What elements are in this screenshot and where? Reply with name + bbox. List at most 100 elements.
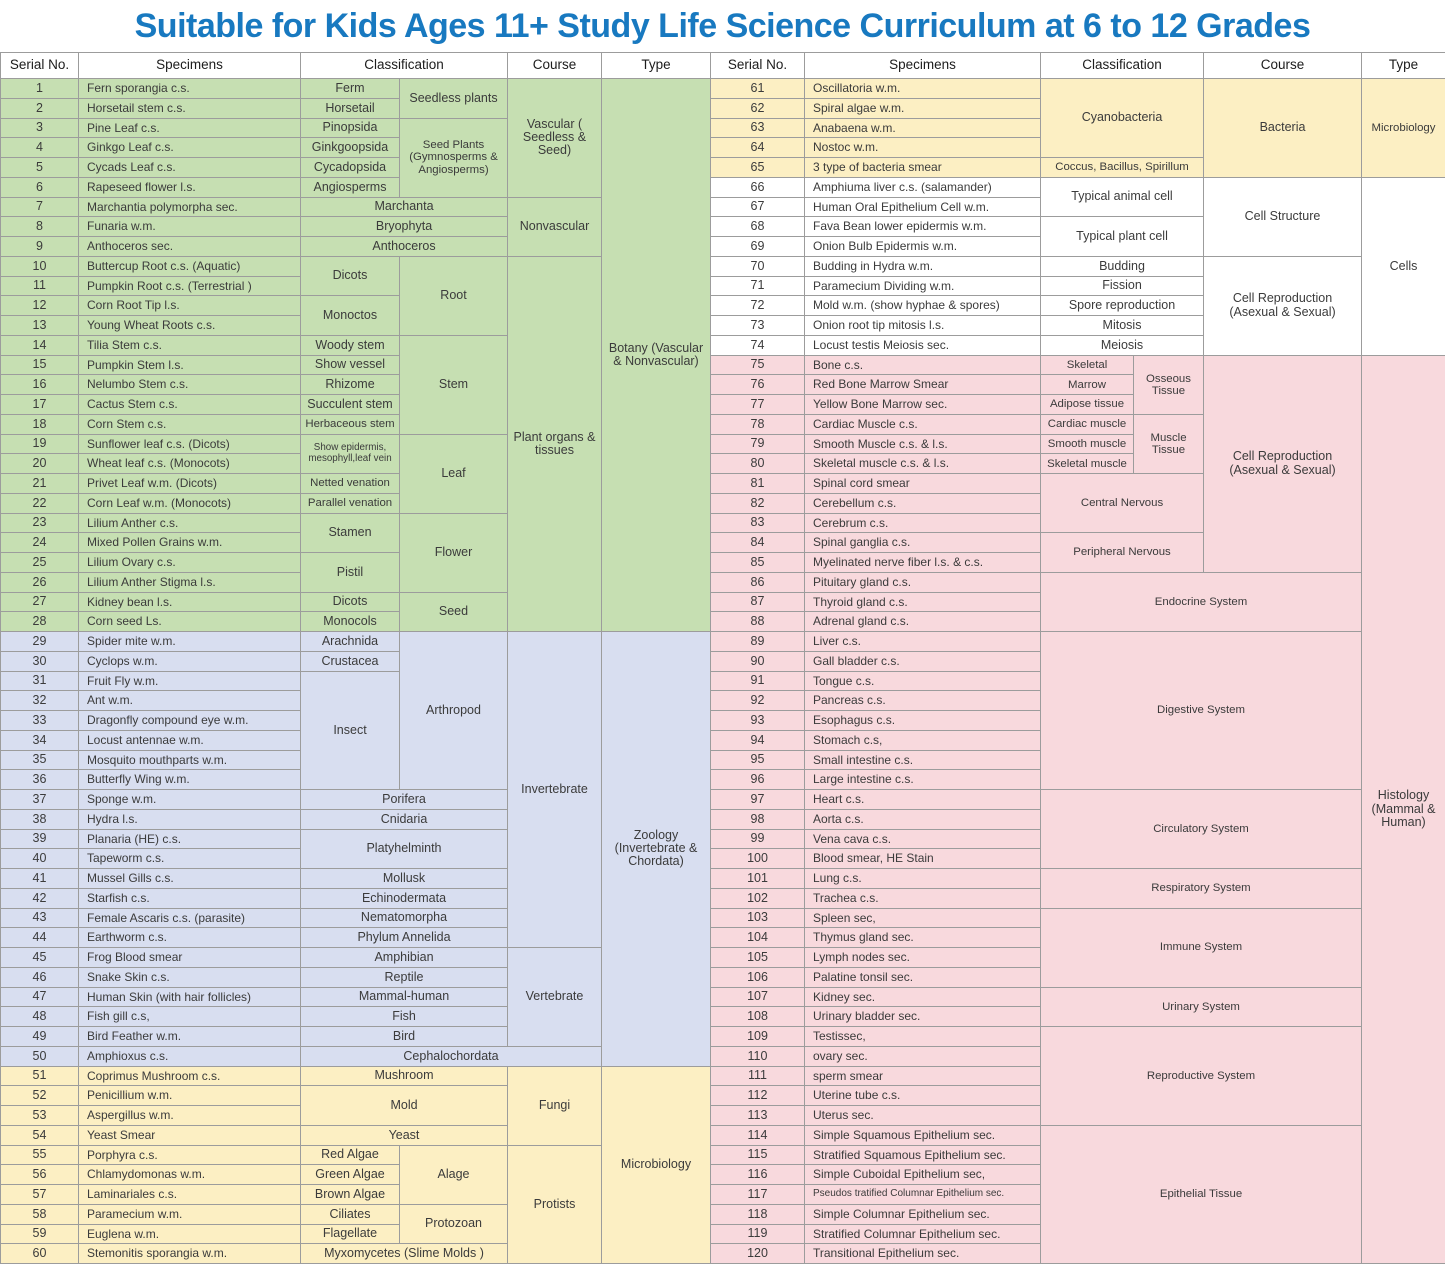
cell-classification: Horsetail [301, 99, 400, 119]
cell-serial: 100 [711, 849, 805, 869]
cell-serial: 83 [711, 514, 805, 534]
cell-serial: 98 [711, 810, 805, 830]
cell-classification: Flagellate [301, 1225, 400, 1245]
cell-serial: 94 [711, 731, 805, 751]
cell-specimen: Tilia Stem c.s. [79, 336, 301, 356]
cell-serial: 93 [711, 711, 805, 731]
cell-classification: Porifera [301, 790, 508, 810]
cell-serial: 53 [1, 1106, 79, 1126]
cell-classification: Herbaceous stem [301, 415, 400, 435]
cell-specimen: Buttercup Root c.s. (Aquatic) [79, 257, 301, 277]
cell-serial: 30 [1, 652, 79, 672]
cell-specimen: Trachea c.s. [805, 889, 1041, 909]
cell-type: Histology (Mammal & Human) [1362, 356, 1445, 1264]
column-header: Specimens [79, 53, 301, 79]
cell-specimen: Pseudos tratified Columnar Epithelium se… [805, 1185, 1041, 1205]
cell-serial: 109 [711, 1027, 805, 1047]
cell-serial: 99 [711, 830, 805, 850]
cell-serial: 86 [711, 573, 805, 593]
cell-classification: Parallel venation [301, 494, 400, 514]
cell-classification: Budding [1041, 257, 1204, 277]
cell-serial: 105 [711, 948, 805, 968]
cell-serial: 92 [711, 691, 805, 711]
cell-serial: 96 [711, 770, 805, 790]
cell-specimen: Urinary bladder sec. [805, 1007, 1041, 1027]
cell-classification-course: Epithelial Tissue [1041, 1126, 1362, 1264]
page-title: Suitable for Kids Ages 11+ Study Life Sc… [0, 0, 1445, 52]
cell-specimen: Anthoceros sec. [79, 237, 301, 257]
column-header: Classification [301, 53, 508, 79]
cell-serial: 110 [711, 1047, 805, 1067]
cell-classification: Arthropod [400, 632, 508, 790]
cell-specimen: Bird Feather w.m. [79, 1027, 301, 1047]
cell-specimen: Paramecium Dividing w.m. [805, 277, 1041, 297]
cell-specimen: Amphiuma liver c.s. (salamander) [805, 178, 1041, 198]
cell-serial: 24 [1, 533, 79, 553]
cell-serial: 112 [711, 1086, 805, 1106]
cell-serial: 21 [1, 474, 79, 494]
cell-type: Microbiology [1362, 79, 1445, 178]
cell-specimen: Marchantia polymorpha sec. [79, 198, 301, 218]
cell-specimen: Rapeseed flower l.s. [79, 178, 301, 198]
cell-serial: 101 [711, 869, 805, 889]
cell-specimen: Corn Stem c.s. [79, 415, 301, 435]
cell-classification: Smooth muscle [1041, 435, 1134, 455]
cell-classification: Seedless plants [400, 79, 508, 119]
cell-specimen: Small intestine c.s. [805, 751, 1041, 771]
cell-specimen: Thymus gland sec. [805, 928, 1041, 948]
cell-classification: Phylum Annelida [301, 928, 508, 948]
cell-serial: 79 [711, 435, 805, 455]
cell-specimen: Lymph nodes sec. [805, 948, 1041, 968]
cell-serial: 89 [711, 632, 805, 652]
cell-classification: Peripheral Nervous [1041, 533, 1204, 573]
cell-serial: 18 [1, 415, 79, 435]
cell-course: Cell Structure [1204, 178, 1362, 257]
cell-serial: 1 [1, 79, 79, 99]
cell-course: Vascular ( Seedless & Seed) [508, 79, 602, 198]
cell-specimen: sperm smear [805, 1067, 1041, 1087]
cell-specimen: Ginkgo Leaf c.s. [79, 138, 301, 158]
cell-serial: 22 [1, 494, 79, 514]
cell-classification: Bryophyta [301, 217, 508, 237]
cell-classification: Cardiac muscle [1041, 415, 1134, 435]
cell-serial: 34 [1, 731, 79, 751]
cell-classification: Insect [301, 672, 400, 791]
cell-classification: Ginkgoopsida [301, 138, 400, 158]
cell-specimen: Pumpkin Stem l.s. [79, 356, 301, 376]
cell-serial: 20 [1, 454, 79, 474]
cell-classification-course: Cephalochordata [301, 1047, 602, 1067]
cell-classification: Rhizome [301, 375, 400, 395]
cell-serial: 35 [1, 751, 79, 771]
cell-serial: 41 [1, 869, 79, 889]
cell-specimen: Lilium Anther Stigma l.s. [79, 573, 301, 593]
cell-course: Cell Reproduction (Asexual & Sexual) [1204, 356, 1362, 573]
cell-serial: 58 [1, 1205, 79, 1225]
cell-specimen: Ant w.m. [79, 691, 301, 711]
cell-course: Fungi [508, 1067, 602, 1146]
cell-serial: 10 [1, 257, 79, 277]
cell-serial: 103 [711, 909, 805, 929]
cell-serial: 44 [1, 928, 79, 948]
cell-specimen: Fern sporangia c.s. [79, 79, 301, 99]
cell-classification: Angiosperms [301, 178, 400, 198]
cell-type: Zoology (Invertebrate & Chordata) [602, 632, 711, 1067]
cell-specimen: Mixed Pollen Grains w.m. [79, 533, 301, 553]
cell-serial: 38 [1, 810, 79, 830]
cell-classification: Reptile [301, 968, 508, 988]
cell-specimen: Myelinated nerve fiber l.s. & c.s. [805, 553, 1041, 573]
cell-specimen: Sunflower leaf c.s. (Dicots) [79, 435, 301, 455]
cell-classification: Alage [400, 1146, 508, 1205]
cell-specimen: Privet Leaf w.m. (Dicots) [79, 474, 301, 494]
cell-classification: Platyhelminth [301, 830, 508, 870]
cell-classification: Dicots [301, 593, 400, 613]
cell-specimen: Simple Cuboidal Epithelium sec, [805, 1165, 1041, 1185]
cell-type: Microbiology [602, 1067, 711, 1264]
cell-classification: Cycadopsida [301, 158, 400, 178]
cell-serial: 37 [1, 790, 79, 810]
cell-classification: Monoctos [301, 296, 400, 336]
cell-serial: 46 [1, 968, 79, 988]
column-header: Serial No. [711, 53, 805, 79]
cell-specimen: Paramecium w.m. [79, 1205, 301, 1225]
cell-serial: 7 [1, 198, 79, 218]
cell-serial: 82 [711, 494, 805, 514]
